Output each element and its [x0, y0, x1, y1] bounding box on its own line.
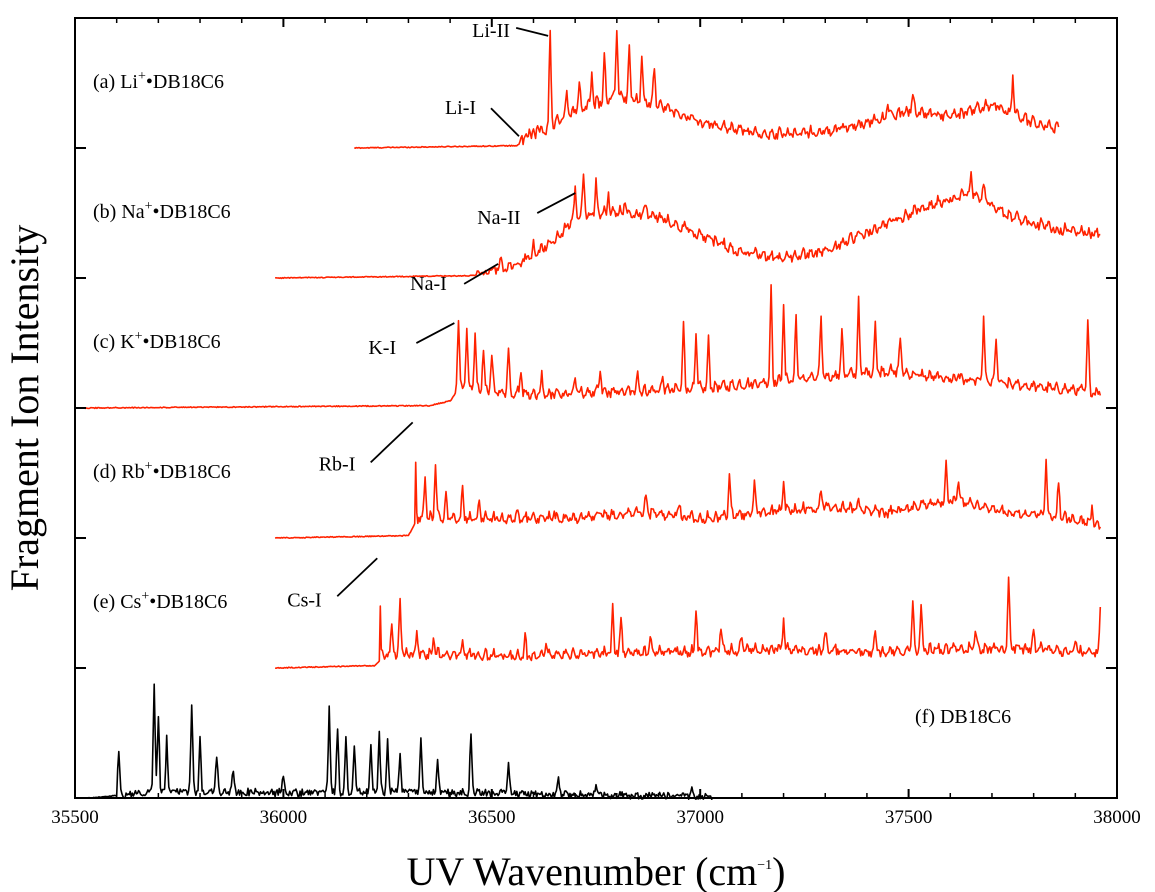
- trace-3: [274, 458, 1102, 540]
- annotation-label-5: Rb-I: [319, 453, 356, 475]
- annotation-label-3: Na-I: [410, 273, 447, 295]
- panel-label-2: (c) K+•DB18C6: [93, 329, 221, 353]
- spectral-traces: [83, 29, 1102, 801]
- x-tick-label-0: 35500: [51, 807, 99, 828]
- trace-4: [275, 576, 1102, 670]
- annotation-label-0: Li-II: [472, 20, 510, 42]
- panel-labels: (a) Li+•DB18C6 (b) Na+•DB18C6 (c) K+•DB18C…: [93, 69, 1011, 728]
- trace-1: [275, 171, 1101, 280]
- axis-ticks: 35500 36000 36500 37000 37500 38000: [51, 18, 1141, 828]
- x-tick-label-4: 37500: [885, 807, 933, 828]
- y-axis-title: Fragment Ion Intensity: [2, 225, 47, 592]
- x-tick-label-1: 36000: [260, 807, 308, 828]
- annotation-line-6: [336, 557, 378, 597]
- annotation-label-1: Li-I: [445, 97, 476, 119]
- panel-label-5: (f) DB18C6: [915, 706, 1011, 728]
- x-tick-label-2: 36500: [468, 807, 516, 828]
- annotation-line-4: [415, 322, 455, 344]
- trace-2: [83, 283, 1102, 410]
- trace-5: [87, 683, 714, 801]
- annotation-line-1: [490, 107, 520, 137]
- annotation-line-3: [463, 263, 499, 285]
- trace-0: [353, 29, 1060, 150]
- x-tick-label-3: 37000: [676, 807, 724, 828]
- x-tick-label-5: 38000: [1093, 807, 1141, 828]
- annotation-label-4: K-I: [368, 337, 396, 359]
- panel-label-4: (e) Cs+•DB18C6: [93, 589, 227, 613]
- x-axis-title: UV Wavenumber (cm−1): [407, 849, 786, 892]
- panel-label-0: (a) Li+•DB18C6: [93, 69, 224, 93]
- annotation-line-0: [515, 27, 549, 37]
- annotation-line-5: [370, 421, 414, 464]
- panel-label-1: (b) Na+•DB18C6: [93, 199, 231, 223]
- annotation-label-6: Cs-I: [287, 589, 321, 611]
- annotation-label-2: Na-II: [477, 207, 520, 229]
- peak-annotations: Li-II Li-I Na-II Na-I K-I Rb-I Cs-I: [287, 20, 576, 611]
- panel-label-3: (d) Rb+•DB18C6: [93, 459, 231, 483]
- annotation-line-2: [536, 192, 576, 214]
